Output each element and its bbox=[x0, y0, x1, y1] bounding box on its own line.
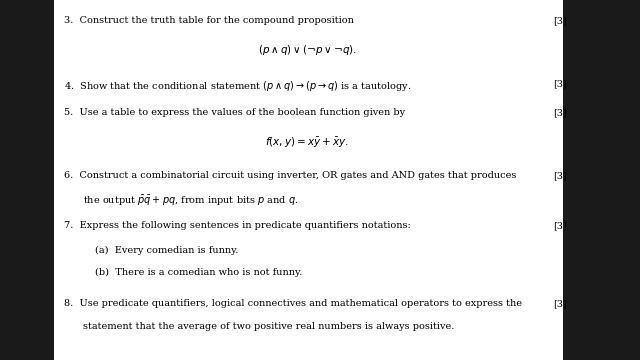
Text: (b)  There is a comedian who is not funny.: (b) There is a comedian who is not funny… bbox=[95, 268, 302, 277]
Text: [3]: [3] bbox=[554, 221, 567, 230]
Text: [3]: [3] bbox=[554, 108, 567, 117]
Text: [3]: [3] bbox=[554, 171, 567, 180]
Text: $(p \wedge q) \vee (\neg p \vee \neg q).$: $(p \wedge q) \vee (\neg p \vee \neg q).… bbox=[258, 43, 356, 57]
Bar bbox=[54, 0, 563, 360]
Text: (a)  Every comedian is funny.: (a) Every comedian is funny. bbox=[95, 246, 238, 255]
Text: [3]: [3] bbox=[554, 16, 567, 25]
Text: [3]: [3] bbox=[554, 299, 567, 308]
Text: 8.  Use predicate quantifiers, logical connectives and mathematical operators to: 8. Use predicate quantifiers, logical co… bbox=[64, 299, 522, 308]
Text: statement that the average of two positive real numbers is always positive.: statement that the average of two positi… bbox=[83, 322, 454, 331]
Text: 7.  Express the following sentences in predicate quantifiers notations:: 7. Express the following sentences in pr… bbox=[64, 221, 411, 230]
Text: 5.  Use a table to express the values of the boolean function given by: 5. Use a table to express the values of … bbox=[64, 108, 405, 117]
Text: 3.  Construct the truth table for the compound proposition: 3. Construct the truth table for the com… bbox=[64, 16, 354, 25]
Text: the output $\bar{p}\bar{q} + pq$, from input bits $p$ and $q$.: the output $\bar{p}\bar{q} + pq$, from i… bbox=[83, 194, 299, 208]
Text: 6.  Construct a combinatorial circuit using inverter, OR gates and AND gates tha: 6. Construct a combinatorial circuit usi… bbox=[64, 171, 516, 180]
Text: [3]: [3] bbox=[554, 79, 567, 88]
Text: 4.  Show that the conditional statement $(p \wedge q) \rightarrow (p \rightarrow: 4. Show that the conditional statement $… bbox=[64, 79, 412, 93]
Text: $f(x, y) = x\bar{y} + \bar{x}y.$: $f(x, y) = x\bar{y} + \bar{x}y.$ bbox=[266, 136, 349, 150]
